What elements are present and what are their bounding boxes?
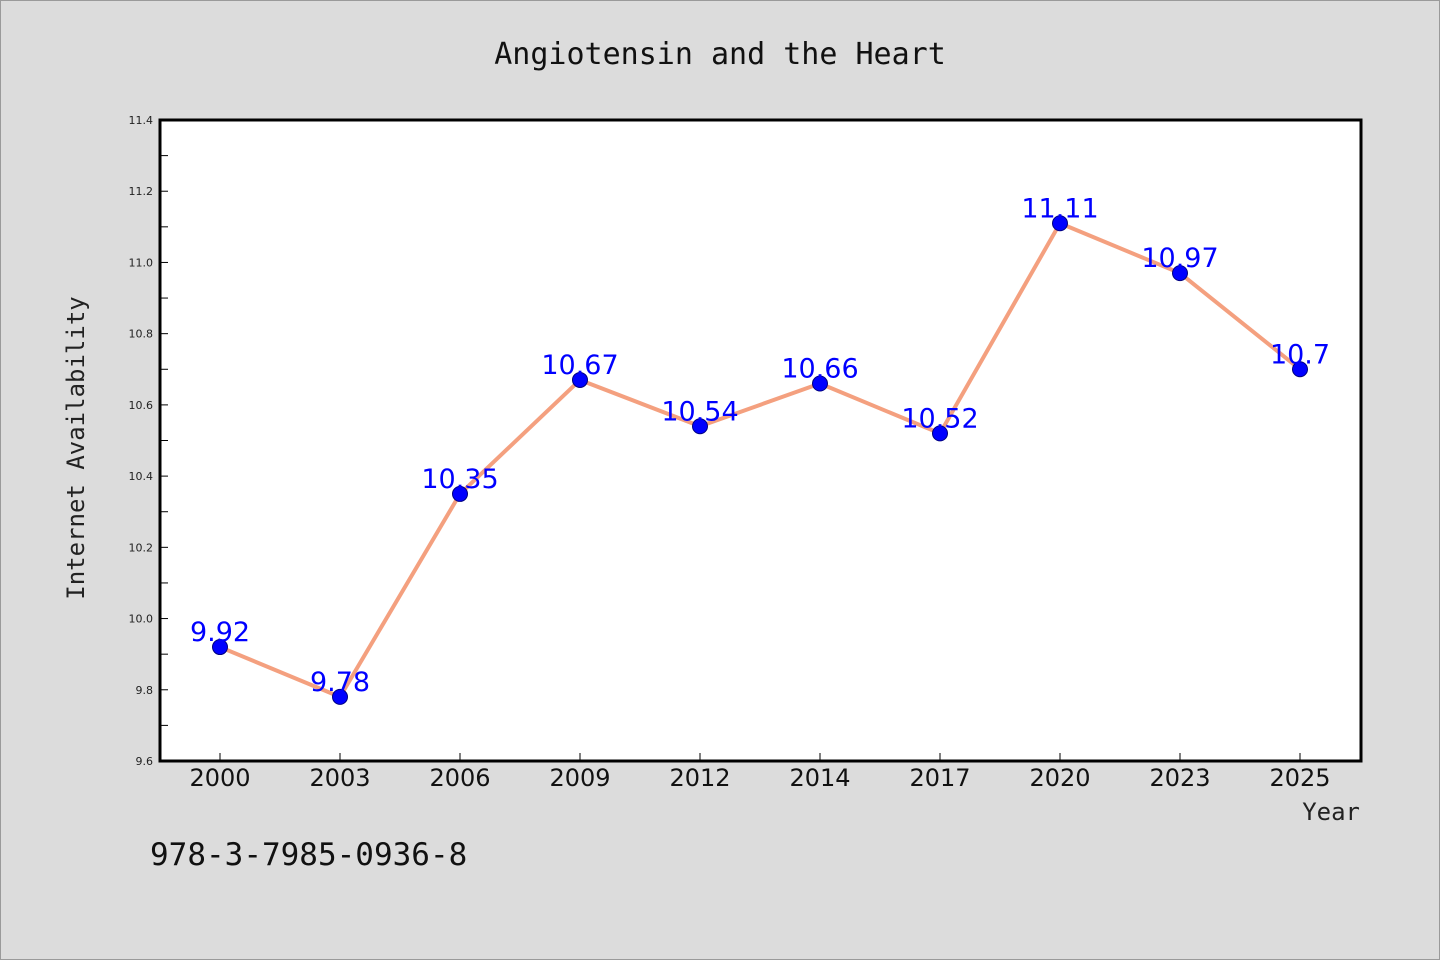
- x-tick-label: 2006: [429, 764, 490, 792]
- x-tick-label: 2012: [669, 764, 730, 792]
- data-label: 10.54: [661, 396, 738, 427]
- y-tick-label: 9.8: [136, 684, 154, 697]
- data-label: 10.7: [1270, 339, 1330, 370]
- data-label: 9.78: [310, 667, 370, 698]
- y-tick-label: 9.6: [136, 755, 154, 768]
- y-tick-label: 10.0: [129, 613, 154, 626]
- y-tick-label: 10.6: [129, 399, 154, 412]
- y-axis: 9.6 9.8 10.0 10.2 10.4 10.6 10.8 11.0 11.2 11.4: [129, 114, 168, 768]
- data-series: [212, 215, 1308, 705]
- data-label: 11.11: [1021, 193, 1098, 224]
- y-axis-label: Internet Availability: [62, 296, 90, 599]
- y-tick-label: 10.8: [129, 328, 154, 341]
- data-point: [332, 688, 348, 705]
- chart-title: Angiotensin and the Heart: [494, 37, 946, 72]
- y-tick-label: 11.4: [129, 114, 154, 127]
- data-label: 10.66: [781, 354, 858, 385]
- data-point: [212, 639, 228, 656]
- data-label: 10.67: [541, 350, 618, 381]
- data-labels: 9.92 9.78 10.35 10.67 10.54 10.66 10.52 11.11 10…: [190, 193, 1330, 698]
- data-label: 10.52: [901, 403, 978, 434]
- x-axis: 2000 2003 2006 2009 2012 2014 2017 2020 2023 2025: [189, 753, 1331, 792]
- data-point: [932, 425, 948, 442]
- x-tick-label: 2025: [1269, 764, 1330, 792]
- plot-area: [158, 118, 1363, 763]
- data-label: 10.35: [421, 464, 498, 495]
- data-point: [1172, 265, 1188, 282]
- y-tick-label: 11.2: [129, 185, 154, 198]
- data-point: [452, 485, 468, 502]
- y-tick-label: 11.0: [129, 256, 154, 269]
- x-tick-label: 2014: [789, 764, 850, 792]
- x-tick-label: 2023: [1149, 764, 1210, 792]
- y-tick-label: 10.2: [129, 541, 154, 554]
- x-tick-label: 2017: [909, 764, 970, 792]
- x-tick-label: 2003: [309, 764, 370, 792]
- x-tick-label: 2009: [549, 764, 610, 792]
- isbn-text: 978-3-7985-0936-8: [150, 837, 467, 873]
- x-axis-label: Year: [1302, 798, 1360, 826]
- data-point: [572, 371, 588, 388]
- data-point: [812, 375, 828, 392]
- y-tick-label: 10.4: [129, 470, 154, 483]
- data-label: 10.97: [1141, 243, 1218, 274]
- data-point: [1052, 215, 1068, 232]
- x-tick-label: 2000: [189, 764, 250, 792]
- x-tick-label: 2020: [1029, 764, 1090, 792]
- data-point: [692, 418, 708, 435]
- data-point: [1292, 361, 1308, 378]
- series-line: [219, 221, 1302, 699]
- data-label: 9.92: [190, 617, 250, 648]
